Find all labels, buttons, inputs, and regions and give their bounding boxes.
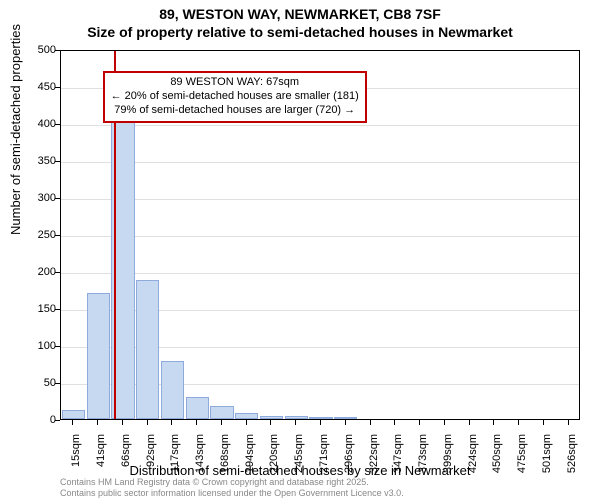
x-tick-mark	[171, 420, 172, 425]
x-tick-mark	[493, 420, 494, 425]
callout-line2: ← 20% of semi-detached houses are smalle…	[111, 90, 359, 104]
callout-line1: 89 WESTON WAY: 67sqm	[111, 76, 359, 90]
x-tick-mark	[221, 420, 222, 425]
x-tick-mark	[72, 420, 73, 425]
footer: Contains HM Land Registry data © Crown c…	[60, 477, 404, 498]
footer-line2: Contains public sector information licen…	[60, 488, 404, 498]
bar	[62, 410, 85, 419]
x-tick-mark	[370, 420, 371, 425]
y-tick-label: 100	[16, 340, 56, 352]
bar	[260, 416, 283, 419]
x-tick-mark	[147, 420, 148, 425]
bar	[210, 406, 233, 419]
gridline	[61, 236, 579, 237]
y-tick-label: 400	[16, 118, 56, 130]
x-tick-mark	[246, 420, 247, 425]
bar	[186, 397, 209, 419]
title-block: 89, WESTON WAY, NEWMARKET, CB8 7SF Size …	[0, 0, 600, 41]
y-tick-label: 250	[16, 229, 56, 241]
bar	[235, 413, 258, 419]
gridline	[61, 199, 579, 200]
x-tick-mark	[444, 420, 445, 425]
y-tick-mark	[55, 420, 60, 421]
bar	[161, 361, 184, 419]
x-tick-mark	[394, 420, 395, 425]
bar	[334, 417, 357, 419]
bar	[285, 416, 308, 419]
y-tick-label: 150	[16, 303, 56, 315]
x-tick-mark	[543, 420, 544, 425]
x-tick-mark	[196, 420, 197, 425]
x-tick-mark	[320, 420, 321, 425]
x-tick-mark	[345, 420, 346, 425]
callout-box: 89 WESTON WAY: 67sqm ← 20% of semi-detac…	[103, 71, 367, 122]
title-line1: 89, WESTON WAY, NEWMARKET, CB8 7SF	[0, 6, 600, 24]
y-tick-label: 300	[16, 192, 56, 204]
gridline	[61, 162, 579, 163]
x-tick-mark	[419, 420, 420, 425]
title-line2: Size of property relative to semi-detach…	[0, 24, 600, 42]
y-tick-label: 450	[16, 81, 56, 93]
gridline	[61, 273, 579, 274]
x-tick-mark	[295, 420, 296, 425]
x-tick-mark	[568, 420, 569, 425]
y-tick-label: 350	[16, 155, 56, 167]
x-tick-mark	[270, 420, 271, 425]
bar	[87, 293, 110, 419]
chart-container: 89, WESTON WAY, NEWMARKET, CB8 7SF Size …	[0, 0, 600, 500]
y-tick-label: 500	[16, 44, 56, 56]
x-tick-mark	[469, 420, 470, 425]
y-tick-label: 0	[16, 414, 56, 426]
x-tick-mark	[518, 420, 519, 425]
x-axis-title: Distribution of semi-detached houses by …	[0, 463, 600, 478]
bar	[309, 417, 332, 419]
bar	[136, 280, 159, 419]
x-tick-mark	[97, 420, 98, 425]
callout-line3: 79% of semi-detached houses are larger (…	[111, 104, 359, 118]
footer-line1: Contains HM Land Registry data © Crown c…	[60, 477, 404, 487]
plot-area: 89 WESTON WAY: 67sqm ← 20% of semi-detac…	[60, 50, 580, 420]
y-tick-label: 50	[16, 377, 56, 389]
y-tick-label: 200	[16, 266, 56, 278]
x-tick-mark	[122, 420, 123, 425]
gridline	[61, 125, 579, 126]
